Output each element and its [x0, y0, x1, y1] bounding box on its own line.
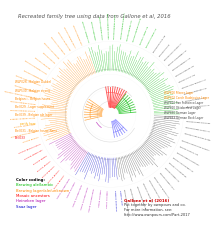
Text: WLP041 Pacific Ale: WLP041 Pacific Ale	[179, 146, 198, 155]
Text: WLP026 - Belgian Dubbel: WLP026 - Belgian Dubbel	[15, 80, 51, 85]
Text: Bell029 Lager suppl.: Bell029 Lager suppl.	[14, 124, 35, 128]
Text: http://www.ownpours.com/Part-2017: http://www.ownpours.com/Part-2017	[124, 213, 191, 217]
Text: Belgian-i Belgian house: Belgian-i Belgian house	[10, 118, 35, 120]
Text: Saaz001 Saaz lager: Saaz001 Saaz lager	[114, 190, 116, 211]
Text: For more information, see:: For more information, see:	[124, 208, 172, 212]
Text: Color coding:: Color coding:	[16, 178, 45, 182]
Text: WLP001 California Ale: WLP001 California Ale	[186, 105, 209, 108]
Text: WLP515 Antwerp Ale: WLP515 Antwerp Ale	[81, 20, 89, 42]
Text: WLP820 Oktoberfest Lager: WLP820 Oktoberfest Lager	[164, 106, 201, 110]
Text: WLP004 Irish Ale: WLP004 Irish Ale	[179, 74, 196, 83]
Text: WLP720 Sweet Mead: WLP720 Sweet Mead	[57, 32, 70, 51]
Text: WLP351 Bavarian Weizen: WLP351 Bavarian Weizen	[15, 75, 40, 86]
Text: WLP028 Edinburgh Ale: WLP028 Edinburgh Ale	[136, 185, 145, 209]
Text: WLP775 European Cider: WLP775 European Cider	[24, 60, 46, 75]
Text: HK007 Heineken: HK007 Heineken	[107, 190, 108, 208]
Text: WLP005 British Ale: WLP005 British Ale	[148, 180, 159, 198]
Text: WLP060 American Ale: WLP060 American Ale	[183, 88, 207, 95]
Text: Belgian-i - Belgian house: Belgian-i - Belgian house	[15, 97, 50, 101]
Text: WLP038 Munich Ale: WLP038 Munich Ale	[153, 35, 167, 53]
Text: WLP013 London Ale: WLP013 London Ale	[142, 183, 152, 203]
Text: Gallone et al (2016): Gallone et al (2016)	[124, 199, 169, 202]
Text: Bell013 Belgian: Bell013 Belgian	[54, 174, 65, 188]
Text: HK001 Heineken lager: HK001 Heineken lager	[57, 178, 71, 199]
Text: WLP380 Hefeweizen IV: WLP380 Hefeweizen IV	[15, 85, 38, 93]
Text: WLP715 Champagne: WLP715 Champagne	[50, 37, 64, 55]
Text: WLP006 Bedford British: WLP006 Bedford British	[176, 152, 198, 166]
Text: WLP568 Belgian Saison: WLP568 Belgian Saison	[114, 14, 116, 39]
Text: WLP510 Bastogne: WLP510 Bastogne	[90, 21, 95, 40]
Text: WLP760 Cabernet: WLP760 Cabernet	[34, 57, 50, 69]
Text: Bell025 Mosaic: Bell025 Mosaic	[33, 155, 47, 165]
Text: WLP566 Belgian Saison II: WLP566 Belgian Saison II	[121, 13, 125, 39]
Text: WLP800 Pilsner Lager: WLP800 Pilsner Lager	[164, 91, 193, 95]
Text: WLP026 Premium Bitter: WLP026 Premium Bitter	[123, 189, 129, 214]
Text: WLP320 American Hefeweizen: WLP320 American Hefeweizen	[4, 91, 37, 99]
Text: WLP011 European Ale: WLP011 European Ale	[168, 50, 187, 66]
Text: WLP545 Belgian Strong: WLP545 Belgian Strong	[133, 18, 142, 42]
Text: WLP500 Trappist Ale: WLP500 Trappist Ale	[145, 28, 157, 48]
Text: WLP400 Belgian Wit: WLP400 Belgian Wit	[72, 24, 81, 45]
Text: Bell028 Mosaic anc.: Bell028 Mosaic anc.	[25, 150, 44, 160]
Text: WLP833 German Bock Lager: WLP833 German Bock Lager	[164, 116, 203, 120]
Text: WLP007 Dry English Ale: WLP007 Dry English Ale	[182, 79, 206, 89]
Text: HK006 Heineken: HK006 Heineken	[99, 190, 102, 207]
Text: WLP802 Czech Budejovice Lager: WLP802 Czech Budejovice Lager	[164, 96, 209, 100]
Text: WLP300 Hefeweizen: WLP300 Hefeweizen	[23, 70, 43, 80]
Text: WLP575 Belgian Style: WLP575 Belgian Style	[98, 16, 102, 39]
Text: WLP410 Belgian Wit II: WLP410 Belgian Wit II	[63, 26, 75, 48]
Text: Saaz lager: Saaz lager	[16, 205, 37, 209]
Text: WLP550 Belgian Ale: WLP550 Belgian Ale	[127, 19, 133, 41]
Text: HK005 Heineken lager: HK005 Heineken lager	[89, 188, 95, 212]
Text: Put together by ownpours and co.: Put together by ownpours and co.	[124, 203, 185, 207]
Text: WLP810 San Francisco Lager: WLP810 San Francisco Lager	[164, 101, 203, 105]
Text: HK002 Heineken: HK002 Heineken	[68, 182, 77, 198]
Text: WLP099 Super High Gravity: WLP099 Super High Gravity	[182, 140, 210, 151]
Text: Bell033: Bell033	[15, 136, 26, 140]
Text: WLP530 - Belgian strong: WLP530 - Belgian strong	[15, 89, 50, 93]
Text: Mosaic ancestors: Mosaic ancestors	[16, 194, 50, 198]
Text: WLP029 Kolsch: WLP029 Kolsch	[159, 44, 170, 57]
Text: WLP026 Belgian Dubbel: WLP026 Belgian Dubbel	[10, 101, 35, 106]
Text: WLP037 Yorkshire Sq: WLP037 Yorkshire Sq	[168, 163, 186, 178]
Text: Heineken lager: Heineken lager	[16, 199, 46, 203]
Text: WLP017 Whitbread Ale: WLP017 Whitbread Ale	[172, 157, 193, 172]
Text: Bell029 - Lager supplement: Bell029 - Lager supplement	[15, 105, 54, 109]
Text: Bell039 Belgian ale lager: Bell039 Belgian ale lager	[11, 131, 37, 138]
Text: WLP530 Belgian Strong: WLP530 Belgian Strong	[9, 110, 35, 112]
Text: HK003 Heineken lager: HK003 Heineken lager	[73, 184, 82, 207]
Text: Bell033 Belgian: Bell033 Belgian	[22, 137, 38, 143]
Text: WLP027 Dry English Ale: WLP027 Dry English Ale	[153, 176, 169, 198]
Text: WLP022 Essex Ale II: WLP022 Essex Ale II	[159, 172, 173, 189]
Text: Bell039 - Belgian ale lager: Bell039 - Belgian ale lager	[15, 113, 52, 117]
Text: WLP008 East Coast Ale: WLP008 East Coast Ale	[185, 127, 209, 132]
Text: Bell031 Belgian house: Bell031 Belgian house	[19, 144, 41, 154]
Text: WLP570 Belgian Golden: WLP570 Belgian Golden	[106, 13, 108, 38]
Text: Bell031 - Belgian house Nano: Bell031 - Belgian house Nano	[15, 129, 57, 133]
Text: Saaz002 Saaz: Saaz002 Saaz	[119, 190, 122, 204]
Text: WLP051 California V: WLP051 California V	[185, 97, 207, 102]
Text: WLP036 Dusseldorf Alt: WLP036 Dusseldorf Alt	[164, 43, 182, 61]
Text: partly here: partly here	[20, 122, 36, 125]
Text: WLP830 German Lager: WLP830 German Lager	[164, 111, 196, 115]
Text: WLP003 German Ale: WLP003 German Ale	[172, 58, 191, 71]
Text: WLP740 Merlot: WLP740 Merlot	[42, 52, 55, 64]
Text: HK004 Heineken lager: HK004 Heineken lager	[81, 187, 89, 210]
Text: WLP530 Abbey Ale: WLP530 Abbey Ale	[139, 26, 148, 45]
Text: WLP090 San Diego Super: WLP090 San Diego Super	[183, 134, 210, 142]
Text: Brewing lager/ale/unknown: Brewing lager/ale/unknown	[16, 189, 69, 193]
Text: WLP730 Chardonnay: WLP730 Chardonnay	[43, 42, 59, 59]
Text: WLP022 Essex Ale: WLP022 Essex Ale	[164, 167, 178, 182]
Text: WLP023 Burton Ale: WLP023 Burton Ale	[130, 187, 136, 208]
Text: Bell022 Belgian: Bell022 Belgian	[37, 161, 51, 172]
Text: Bell016 Belgian: Bell016 Belgian	[48, 170, 60, 183]
Text: WLP002 English Ale: WLP002 English Ale	[176, 65, 195, 77]
Text: Recreated family tree using data from Gallone et al, 2016: Recreated family tree using data from Ga…	[18, 14, 171, 19]
Text: WLP039 East Midlands: WLP039 East Midlands	[186, 120, 210, 124]
Text: Bell019 Belgian: Bell019 Belgian	[42, 166, 55, 178]
Text: Brewing ale/lambic: Brewing ale/lambic	[16, 183, 53, 187]
